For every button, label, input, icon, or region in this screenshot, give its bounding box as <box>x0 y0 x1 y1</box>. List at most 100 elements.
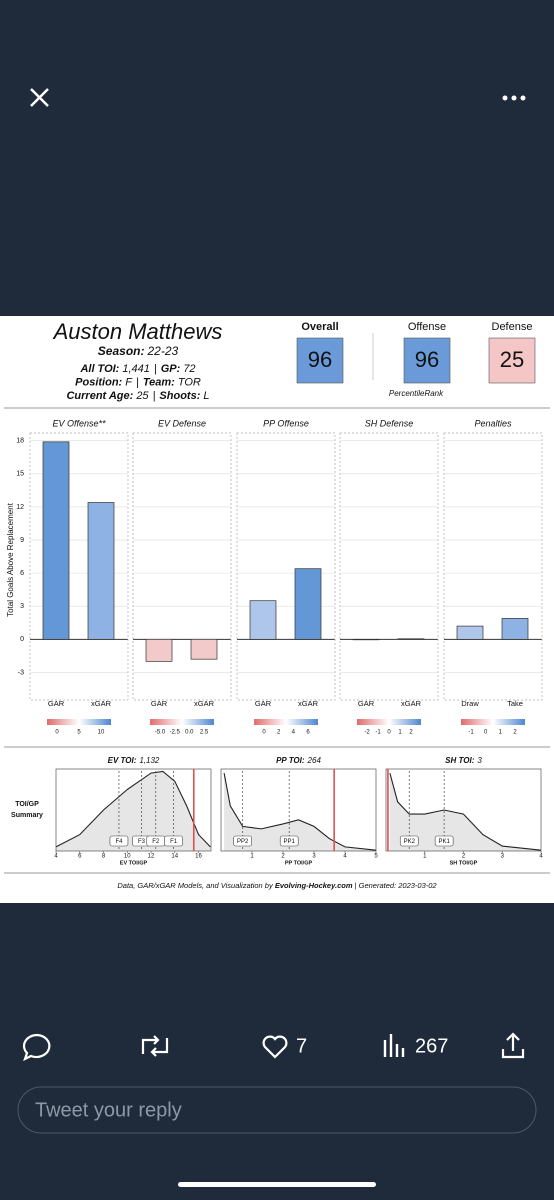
panel-frame <box>339 432 439 701</box>
reply-box[interactable] <box>17 1086 537 1134</box>
x-tick-label: xGAR <box>401 699 422 708</box>
info-label: Season: <box>98 344 145 358</box>
views-icon[interactable] <box>383 1034 405 1057</box>
share-icon[interactable] <box>501 1032 525 1059</box>
info-value: TOR <box>178 376 201 388</box>
rating-label: Offense <box>408 321 446 333</box>
y-axis-label: Total Goals Above Replacement <box>6 502 15 617</box>
x-tick-label: 10 <box>124 854 131 860</box>
retweet-icon[interactable] <box>141 1035 169 1057</box>
y-tick-label: 12 <box>16 504 24 511</box>
footer: Data, GAR/xGAR Models, and Visualization… <box>117 881 437 890</box>
ratings-note: PercentileRank <box>389 389 444 398</box>
info-value: F <box>125 376 133 388</box>
more-button[interactable] <box>502 95 526 101</box>
legend-label: 1 <box>499 730 503 736</box>
panel-title: PP Offense <box>263 418 309 428</box>
info-line: Position: F | Team: TOR <box>75 376 201 388</box>
y-tick-label: 9 <box>20 537 24 544</box>
toi-frame <box>55 768 212 852</box>
density-area <box>224 773 376 851</box>
x-tick-label: xGAR <box>298 699 319 708</box>
panel-title: SH Defense <box>365 418 414 428</box>
toi-title-label: SH TOI: <box>445 756 475 765</box>
bar <box>294 568 322 640</box>
x-tick-label: Take <box>507 699 523 708</box>
marker-label: PP2 <box>237 839 249 845</box>
marker-label: PP1 <box>284 839 296 845</box>
player-name: Auston Matthews <box>52 319 223 344</box>
legend-gradient <box>150 719 214 725</box>
legend-label: 0 <box>484 730 488 736</box>
density-area <box>389 773 541 851</box>
marker-box <box>164 835 183 847</box>
legend-gradient <box>254 719 318 725</box>
view-count: 267 <box>415 1035 448 1057</box>
bar <box>145 638 173 662</box>
separator: | <box>136 376 139 388</box>
info-label: Shoots: <box>159 390 200 402</box>
x-tick-label: 6 <box>78 854 82 860</box>
density-curve <box>55 770 211 848</box>
info-value: 25 <box>135 390 149 402</box>
panel-frame <box>443 432 543 701</box>
x-tick-label: 4 <box>539 854 543 860</box>
rating-box <box>488 337 536 384</box>
legend-label: -1 <box>468 730 474 736</box>
separator: | <box>154 363 157 375</box>
panel-frame <box>236 432 336 701</box>
legend-label: -5.0 <box>155 730 166 736</box>
info-label: Team: <box>143 376 175 388</box>
x-tick-label: xGAR <box>91 699 112 708</box>
info-line: All TOI: 1,441 | GP: 72 <box>79 363 195 375</box>
marker-box <box>399 835 419 847</box>
x-tick-label: GAR <box>255 699 272 708</box>
toi-title: SH TOI: 3 <box>445 756 482 765</box>
toi-title-value: 264 <box>307 756 322 765</box>
marker-box <box>233 835 252 847</box>
x-axis-label: EV TOI/GP <box>120 860 148 866</box>
toi-label: TOI/GP <box>15 801 39 808</box>
x-tick-label: GAR <box>358 699 375 708</box>
x-tick-label: 8 <box>102 854 106 860</box>
info-label: Current Age: <box>66 390 133 402</box>
rating-box <box>296 337 344 384</box>
close-button[interactable] <box>30 88 49 107</box>
x-tick-label: 1 <box>250 854 254 860</box>
bar <box>190 638 218 660</box>
reply-icon[interactable] <box>22 1033 51 1062</box>
legend-gradient <box>357 719 421 725</box>
x-tick-label: GAR <box>48 699 65 708</box>
legend-gradient <box>47 719 111 725</box>
x-tick-label: GAR <box>151 699 168 708</box>
info-line: Current Age: 25 | Shoots: L <box>66 390 209 402</box>
bar <box>87 502 115 640</box>
x-tick-label: 16 <box>195 854 202 860</box>
panel-frame <box>132 432 232 701</box>
legend-label: 2 <box>409 730 413 736</box>
legend-label: 0 <box>387 730 391 736</box>
legend-label: 4 <box>292 730 296 736</box>
bar <box>397 638 425 640</box>
panel-title: Penalties <box>474 418 512 428</box>
info-label: GP: <box>161 363 181 375</box>
x-tick-label: 4 <box>54 854 58 860</box>
x-tick-label: 3 <box>312 854 316 860</box>
rating-value: 96 <box>308 347 332 372</box>
info-value: L <box>203 390 209 402</box>
separator: | <box>153 390 156 402</box>
marker-label: F2 <box>152 839 160 845</box>
y-tick-label: 3 <box>20 603 24 610</box>
bar <box>352 638 380 641</box>
x-tick-label: 14 <box>171 854 178 860</box>
toi-title-label: EV TOI: <box>108 756 137 765</box>
x-tick-label: 12 <box>148 854 155 860</box>
footer-text: | Generated: 2023-03-02 <box>355 881 438 890</box>
x-tick-label: 2 <box>281 854 285 860</box>
panel-title: EV Defense <box>158 418 206 428</box>
like-icon[interactable] <box>262 1035 288 1059</box>
bar <box>456 625 484 640</box>
density-curve <box>223 772 377 851</box>
legend-label: 5 <box>77 730 81 736</box>
like-count: 7 <box>296 1035 307 1057</box>
